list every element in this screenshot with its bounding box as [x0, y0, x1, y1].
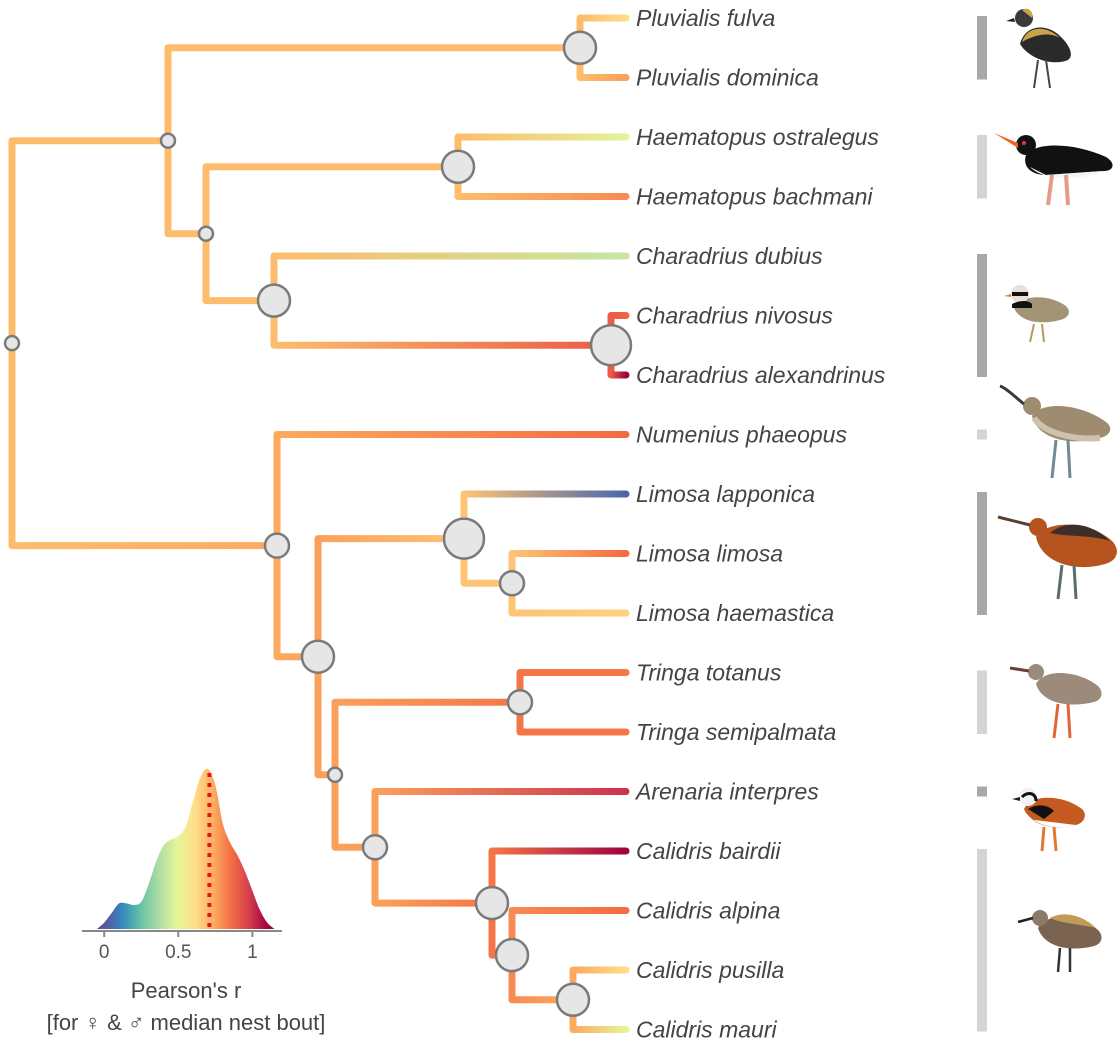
tip-label-t9: Limosa lapponica — [636, 481, 815, 507]
tip-label-t6: Charadrius nivosus — [636, 303, 833, 329]
tip-label-t18: Calidris mauri — [636, 1017, 777, 1040]
bird-illustrations — [994, 8, 1117, 973]
tip-label-t15: Calidris bairdii — [636, 838, 781, 864]
genus-bar-arenaria — [977, 786, 987, 797]
legend-title: Pearson's r — [131, 978, 242, 1003]
genus-bar-tringa — [977, 670, 987, 734]
genus-bar-charadrius — [977, 254, 987, 377]
node-support-n_cal2 — [494, 937, 530, 973]
tip-label-t16: Calidris alpina — [636, 898, 780, 924]
tip-label-t1: Pluvialis fulva — [636, 5, 775, 31]
node-support-n_haem — [440, 149, 476, 184]
tip-label-t3: Haematopus ostralegus — [636, 124, 879, 150]
node-support-n_ac — [361, 834, 389, 861]
tip-labels: Pluvialis fulva Pluvialis dominica Haemato… — [634, 5, 886, 1040]
node-support-n_tri — [506, 689, 534, 716]
density-legend: 0 0.5 1 Pearson's r [for ♀ & ♂ median nest… — [47, 768, 326, 1035]
node-support-n_char — [159, 132, 177, 149]
tip-label-t10: Limosa limosa — [636, 541, 783, 567]
genus-bar-limosa — [977, 492, 987, 615]
genus-bars — [977, 16, 987, 1032]
node-support-n_cal3 — [555, 982, 591, 1017]
godwit-icon — [997, 515, 1117, 600]
whimbrel-icon — [999, 384, 1111, 479]
tip-label-t2: Pluvialis dominica — [636, 65, 819, 91]
node-support-n_root — [3, 334, 21, 352]
node-support-n_lim2 — [498, 570, 526, 597]
genus-bar-numenius — [977, 429, 987, 440]
node-support-n_lim — [442, 517, 486, 560]
node-support-n_cal — [474, 885, 510, 921]
node-support-n_chn — [589, 324, 633, 367]
ringed-plover-icon — [1004, 285, 1069, 343]
density-curve — [96, 768, 275, 929]
tip-label-t4: Haematopus bachmani — [636, 184, 873, 210]
tip-label-t14: Arenaria interpres — [634, 779, 819, 805]
node-support-n_scol — [263, 532, 291, 559]
oystercatcher-icon — [994, 133, 1113, 206]
genus-bar-pluvialis — [977, 16, 987, 80]
tip-label-t8: Numenius phaeopus — [636, 422, 847, 448]
legend-ticks: 0 0.5 1 — [99, 931, 258, 963]
tip-label-t13: Tringa semipalmata — [636, 719, 836, 745]
tip-label-t5: Charadrius dubius — [636, 243, 823, 269]
tree-branches — [8, 14, 630, 1033]
node-support-n_chd — [256, 283, 292, 318]
tip-label-t11: Limosa haemastica — [636, 600, 834, 626]
legend-tick-label-0: 0 — [99, 942, 110, 963]
dunlin-icon — [1017, 910, 1102, 973]
node-support-n_tc — [326, 766, 344, 784]
node-support-n_hc — [197, 225, 215, 242]
turnstone-icon — [1012, 788, 1085, 852]
genus-bar-calidris — [977, 849, 987, 1032]
node-support-n_pluv — [562, 30, 598, 65]
tip-label-t7: Charadrius alexandrinus — [636, 362, 886, 388]
legend-tick-label-1: 0.5 — [165, 942, 191, 963]
node-support-n_lc — [300, 639, 336, 674]
legend-subtitle: [for ♀ & ♂ median nest bout] — [47, 1010, 326, 1035]
tip-label-t12: Tringa totanus — [636, 660, 782, 686]
redshank-icon — [1009, 664, 1102, 739]
tree-nodes — [3, 30, 633, 1017]
golden-plover-icon — [1006, 8, 1071, 89]
legend-tick-label-2: 1 — [247, 942, 258, 963]
genus-bar-haematopus — [977, 135, 987, 199]
tip-label-t17: Calidris pusilla — [636, 957, 784, 983]
